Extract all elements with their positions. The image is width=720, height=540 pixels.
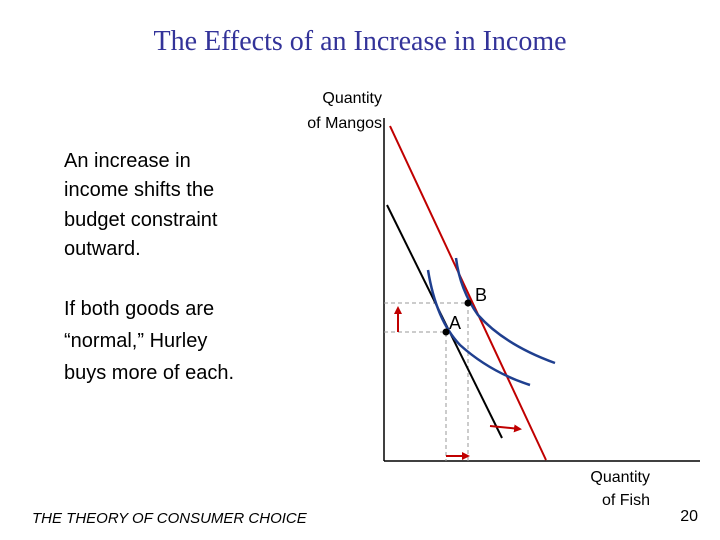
page-number: 20 [680, 508, 698, 525]
point-label: A [449, 313, 461, 333]
text-line: “normal,” Hurley [64, 330, 207, 352]
indifference-curve [426, 269, 531, 387]
x-axis-label: of Fish [602, 492, 650, 509]
paragraph: If both goods are “normal,” Hurley buys … [64, 298, 234, 384]
indifference-curve [454, 257, 556, 365]
point [442, 328, 450, 336]
point [464, 299, 472, 307]
text-line: outward. [64, 238, 141, 260]
text-line: income shifts the [64, 179, 214, 201]
title: The Effects of an Increase in Income [153, 26, 566, 57]
budget-line-new [389, 125, 547, 461]
footer: THE THEORY OF CONSUMER CHOICE [32, 510, 308, 527]
x-axis-label: Quantity [590, 469, 650, 486]
y-axis-label: Quantity [322, 90, 382, 107]
diagram: A B [383, 118, 700, 462]
text-line: If both goods are [64, 298, 214, 320]
y-axis-label: of Mangos [307, 115, 382, 132]
point-label: B [475, 285, 487, 305]
text-line: budget constraint [64, 209, 218, 231]
arrow [489, 424, 522, 433]
text-line: An increase in [64, 150, 191, 172]
text-line: buys more of each. [64, 362, 234, 384]
paragraph: An increase in income shifts the budget … [64, 150, 218, 260]
